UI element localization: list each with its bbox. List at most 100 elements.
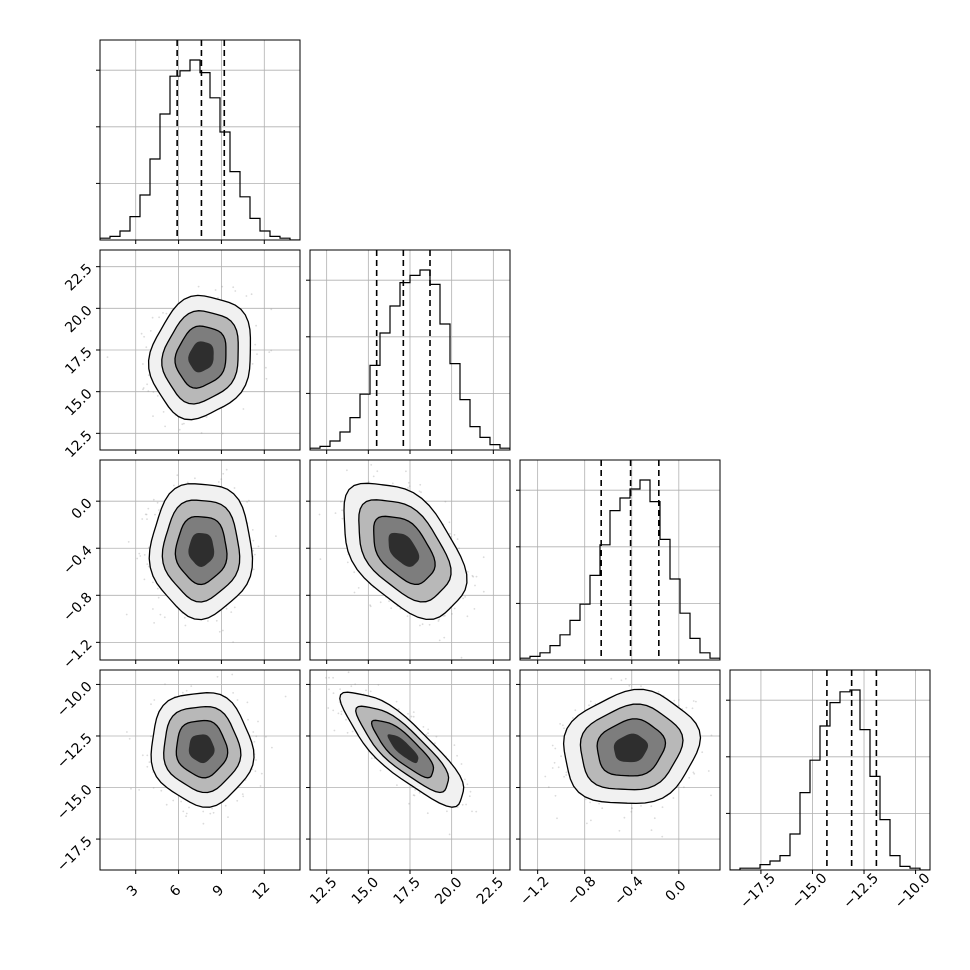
sample-point — [164, 425, 167, 428]
sample-point — [610, 677, 613, 680]
sample-point — [253, 740, 256, 743]
sample-point — [340, 500, 342, 503]
x-tick-label: −15.0 — [789, 870, 831, 912]
sample-point — [220, 478, 223, 481]
sample-point — [156, 587, 159, 590]
sample-point — [141, 754, 144, 757]
sample-point — [217, 481, 220, 483]
sample-point — [462, 597, 464, 600]
x-tick-label: 9 — [210, 882, 228, 900]
sample-point — [427, 732, 429, 735]
sample-point — [683, 786, 685, 789]
density-contours — [562, 688, 702, 805]
sample-point — [233, 487, 236, 489]
x-tick-label: −17.5 — [737, 870, 779, 912]
sample-point — [446, 810, 448, 813]
sample-point — [377, 683, 380, 686]
sample-point — [557, 766, 560, 769]
sample-point — [565, 771, 568, 774]
sample-point — [152, 608, 154, 610]
sample-point — [225, 607, 228, 610]
sample-point — [372, 475, 375, 478]
sample-point — [371, 457, 373, 459]
sample-point — [146, 383, 149, 386]
sample-point — [325, 676, 327, 679]
sample-point — [284, 695, 287, 698]
sample-point — [259, 785, 262, 787]
sample-point — [418, 490, 421, 493]
sample-point — [449, 532, 451, 535]
sample-point — [106, 356, 109, 358]
sample-point — [270, 308, 273, 311]
panel-2-2 — [516, 459, 721, 664]
x-tick-label: −0.4 — [611, 873, 646, 908]
y-tick-label: 22.5 — [62, 261, 95, 294]
x-tick-label: −12.5 — [840, 870, 882, 912]
sample-point — [182, 810, 185, 813]
sample-point — [584, 798, 587, 801]
sample-point — [150, 735, 152, 738]
sample-point — [328, 676, 330, 679]
sample-point — [618, 829, 621, 832]
panel-2-0: −1.2 −0.8 −0.4 0.0 — [60, 459, 301, 672]
sample-point — [554, 747, 557, 750]
sample-point — [268, 351, 271, 353]
x-tick-label: 17.5 — [390, 874, 423, 907]
sample-point — [153, 622, 156, 624]
sample-point — [556, 817, 558, 820]
sample-point — [379, 769, 382, 772]
panel-frame — [99, 669, 301, 871]
sample-point — [407, 487, 409, 489]
sample-point — [482, 590, 485, 593]
sample-point — [565, 774, 568, 776]
sample-point — [453, 744, 456, 746]
sample-point — [438, 618, 440, 621]
sample-point — [407, 481, 410, 484]
y-tick-label: −12.5 — [54, 730, 96, 772]
sample-point — [661, 835, 664, 838]
sample-point — [254, 770, 257, 773]
sample-point — [678, 699, 680, 701]
sample-point — [353, 571, 356, 574]
x-tick-label: 12 — [249, 879, 273, 903]
sample-point — [246, 701, 249, 704]
sample-point — [194, 477, 196, 480]
sample-point — [435, 735, 438, 738]
sample-point — [188, 806, 190, 809]
sample-point — [147, 390, 150, 393]
sample-point — [559, 723, 561, 725]
sample-point — [211, 807, 214, 810]
sample-point — [181, 423, 184, 426]
sample-point — [327, 707, 330, 709]
sample-point — [589, 700, 592, 703]
sample-point — [589, 801, 591, 804]
sample-point — [252, 568, 255, 571]
sample-point — [554, 794, 557, 797]
contour-level-0 — [387, 734, 419, 764]
x-tick-label: 15.0 — [349, 874, 382, 907]
sample-point — [560, 755, 562, 758]
sample-point — [176, 474, 179, 477]
sample-point — [232, 286, 235, 289]
sample-point — [438, 639, 441, 642]
sample-point — [334, 512, 337, 514]
y-tick-label: 0.0 — [69, 496, 96, 523]
sample-point — [456, 806, 459, 808]
sample-point — [346, 731, 349, 734]
panel-frame — [519, 669, 721, 871]
sample-point — [205, 416, 208, 418]
sample-point — [650, 805, 653, 808]
sample-point — [551, 767, 554, 769]
sample-point — [151, 316, 154, 319]
sample-point — [695, 700, 697, 703]
x-tick-label: 0.0 — [662, 878, 689, 905]
sample-point — [256, 353, 258, 355]
sample-point — [572, 717, 574, 719]
sample-point — [232, 692, 235, 694]
x-tick-label: −10.0 — [892, 870, 934, 912]
sample-point — [692, 700, 695, 702]
sample-point — [270, 349, 273, 352]
sample-point — [460, 656, 463, 659]
y-tick-label: −0.4 — [60, 543, 95, 578]
sample-point — [562, 724, 564, 727]
